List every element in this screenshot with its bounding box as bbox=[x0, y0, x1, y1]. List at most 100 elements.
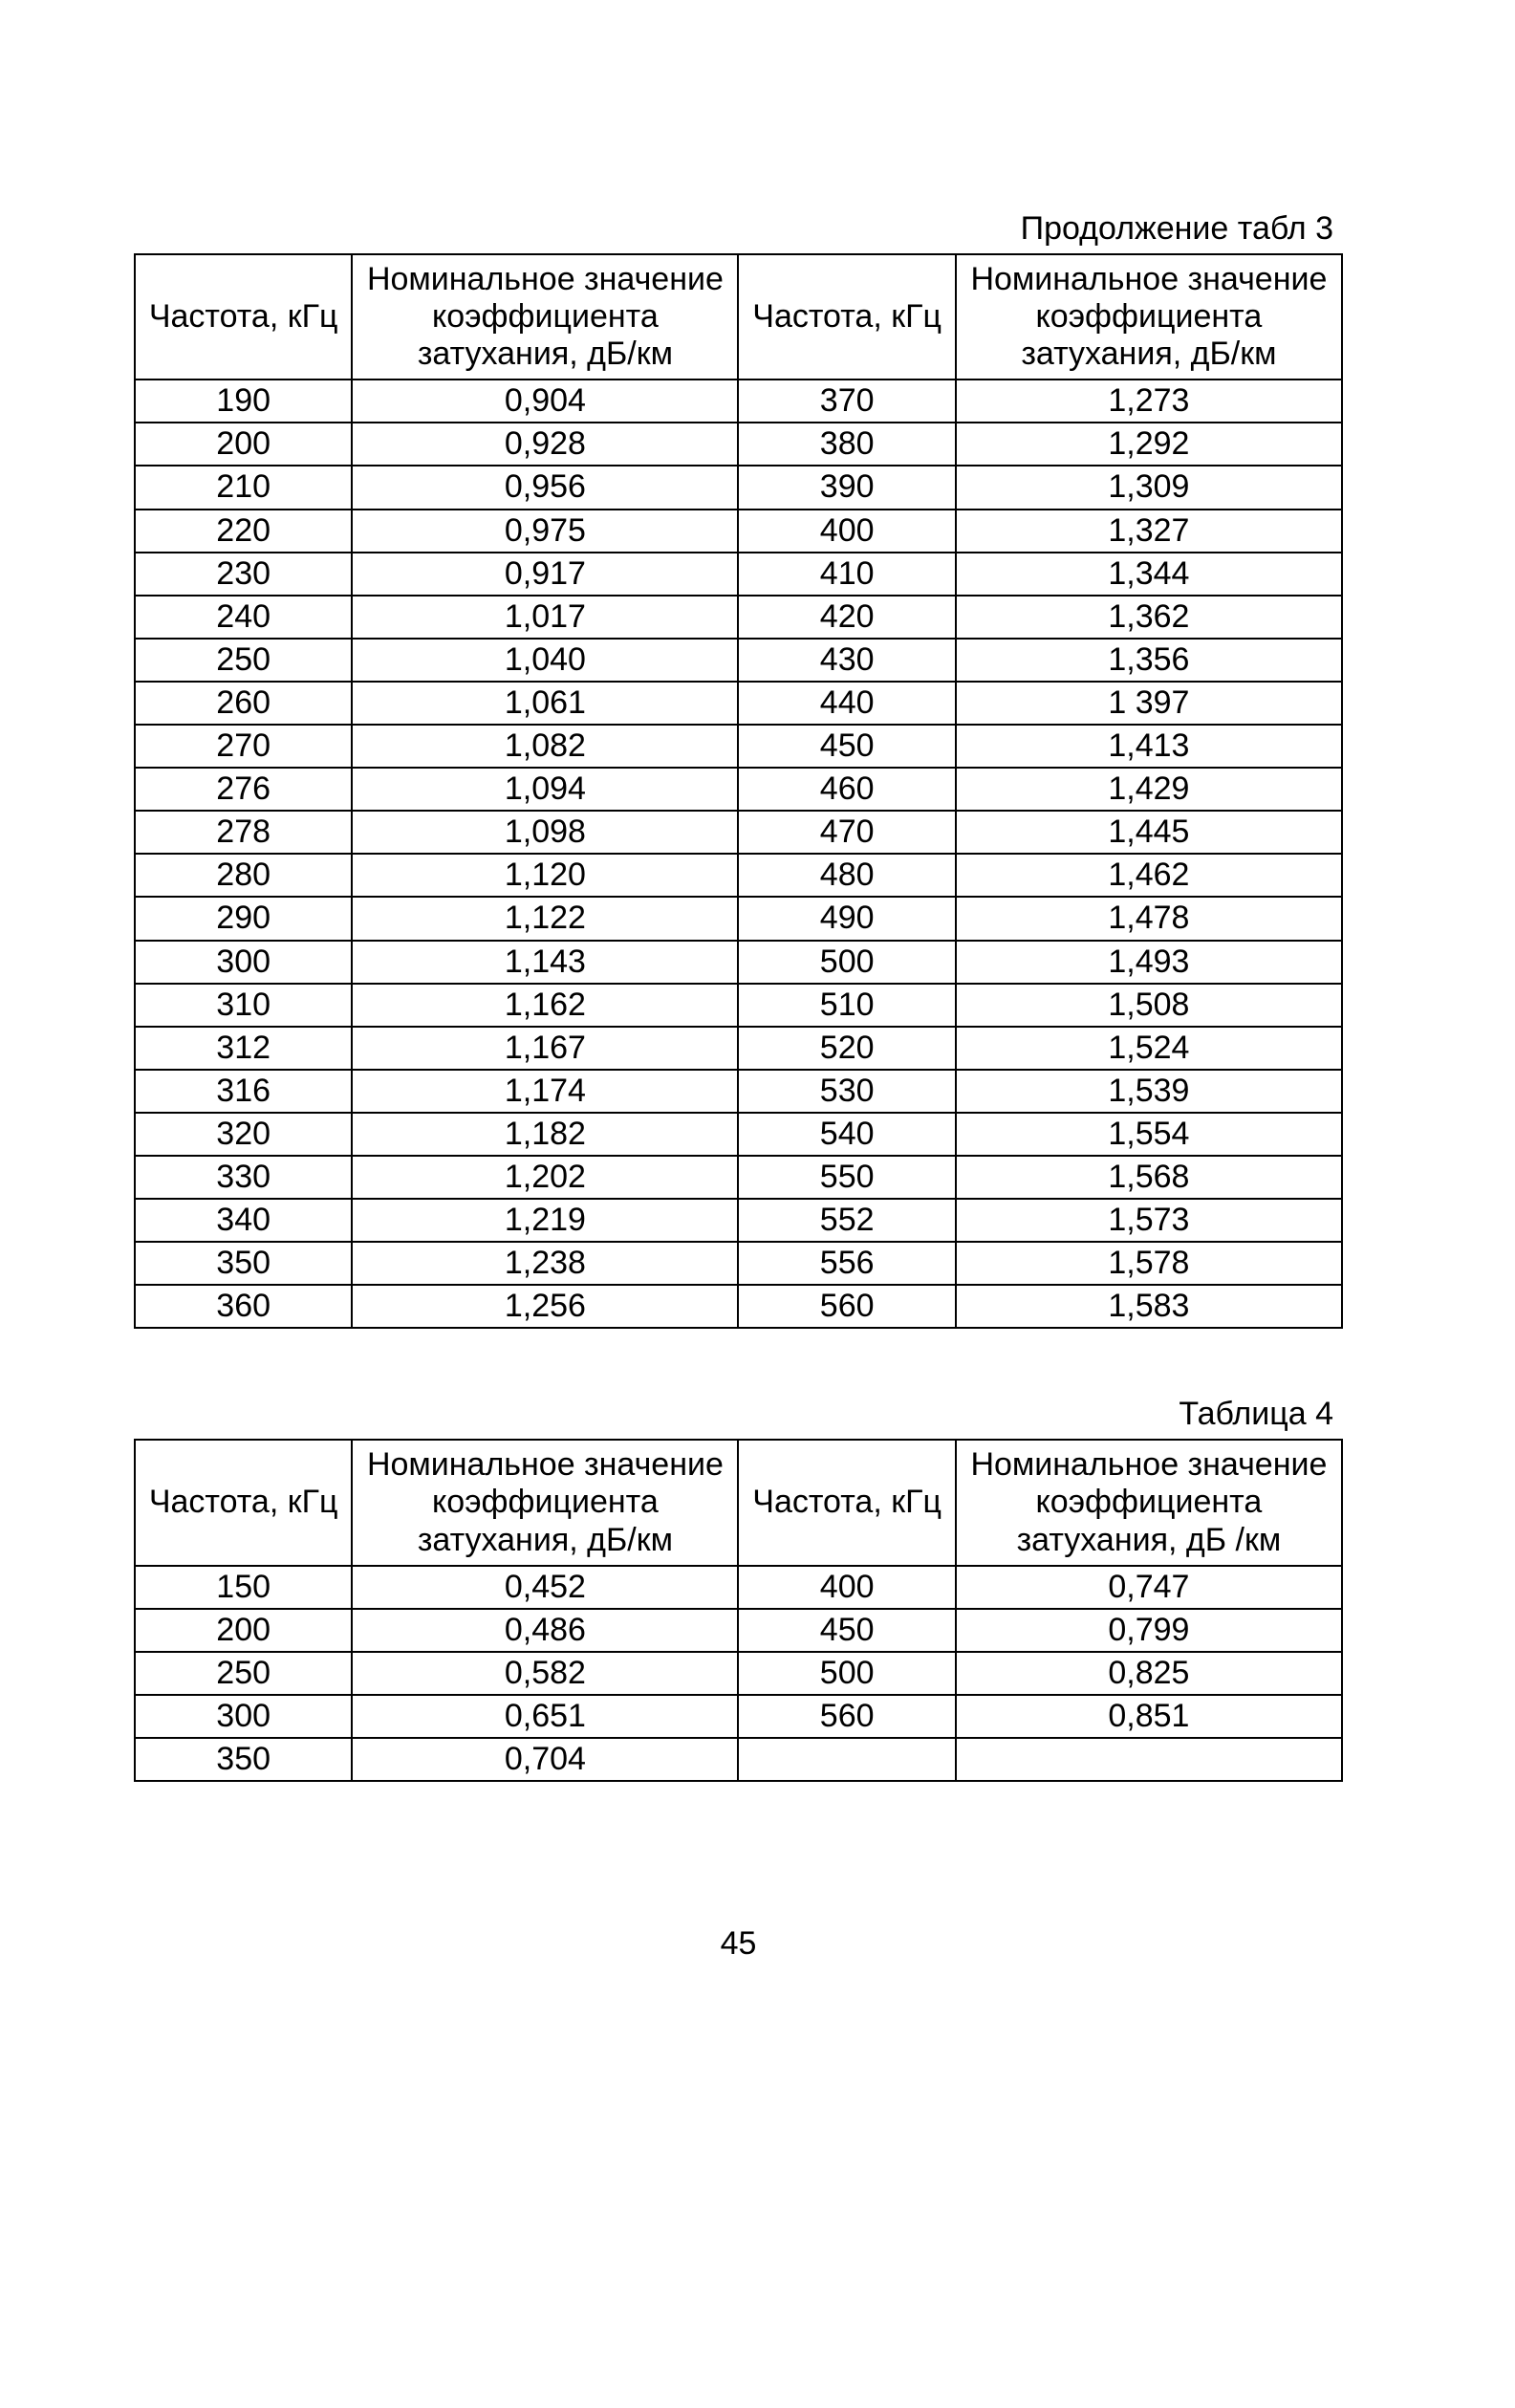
cell-frequency: 190 bbox=[135, 380, 352, 423]
cell-value: 1,017 bbox=[352, 596, 738, 639]
table-row: 2401,0174201,362 bbox=[135, 596, 1342, 639]
cell-value: 0,486 bbox=[352, 1609, 738, 1652]
cell-frequency: 430 bbox=[738, 639, 955, 682]
cell-frequency: 470 bbox=[738, 811, 955, 854]
cell-frequency: 450 bbox=[738, 725, 955, 768]
table-row: 2701,0824501,413 bbox=[135, 725, 1342, 768]
table-row: 2601,0614401 397 bbox=[135, 682, 1342, 725]
table4: Частота, кГц Номинальное значение коэффи… bbox=[134, 1439, 1343, 1782]
cell-value: 1,524 bbox=[956, 1027, 1342, 1070]
cell-value: 1,122 bbox=[352, 897, 738, 940]
cell-frequency: 230 bbox=[135, 553, 352, 596]
cell-frequency: 530 bbox=[738, 1070, 955, 1113]
cell-frequency: 370 bbox=[738, 380, 955, 423]
cell-frequency: 510 bbox=[738, 984, 955, 1027]
cell-frequency: 520 bbox=[738, 1027, 955, 1070]
cell-frequency: 500 bbox=[738, 1652, 955, 1695]
table4-header-value-right: Номинальное значение коэффициента затуха… bbox=[956, 1440, 1342, 1565]
cell-frequency: 280 bbox=[135, 854, 352, 897]
cell-value: 1,356 bbox=[956, 639, 1342, 682]
cell-frequency: 400 bbox=[738, 510, 955, 553]
cell-frequency: 460 bbox=[738, 768, 955, 811]
cell-frequency: 420 bbox=[738, 596, 955, 639]
cell-value: 0,582 bbox=[352, 1652, 738, 1695]
cell-frequency: 270 bbox=[135, 725, 352, 768]
cell-frequency: 250 bbox=[135, 639, 352, 682]
cell-value: 1,344 bbox=[956, 553, 1342, 596]
cell-frequency: 250 bbox=[135, 1652, 352, 1695]
cell-value: 0,825 bbox=[956, 1652, 1342, 1695]
cell-frequency: 552 bbox=[738, 1199, 955, 1242]
table3-header-value-left: Номинальное значение коэффициента затуха… bbox=[352, 254, 738, 380]
cell-value: 1,508 bbox=[956, 984, 1342, 1027]
cell-value: 0,904 bbox=[352, 380, 738, 423]
cell-frequency: 400 bbox=[738, 1566, 955, 1609]
table-row: 2801,1204801,462 bbox=[135, 854, 1342, 897]
cell-frequency: 350 bbox=[135, 1738, 352, 1781]
cell-value: 1,120 bbox=[352, 854, 738, 897]
cell-value: 1,568 bbox=[956, 1156, 1342, 1199]
table-row: 1900,9043701,273 bbox=[135, 380, 1342, 423]
cell-value: 1,362 bbox=[956, 596, 1342, 639]
cell-value: 1,219 bbox=[352, 1199, 738, 1242]
cell-value: 1,478 bbox=[956, 897, 1342, 940]
table-row: 2100,9563901,309 bbox=[135, 466, 1342, 509]
cell-value: 1,202 bbox=[352, 1156, 738, 1199]
cell-value: 1,238 bbox=[352, 1242, 738, 1285]
cell-value: 1,578 bbox=[956, 1242, 1342, 1285]
cell-value: 1,174 bbox=[352, 1070, 738, 1113]
cell-value: 1,462 bbox=[956, 854, 1342, 897]
cell-frequency: 556 bbox=[738, 1242, 955, 1285]
table-row: 2000,9283801,292 bbox=[135, 423, 1342, 466]
page-number: 45 bbox=[134, 1925, 1343, 1963]
cell-value: 1,554 bbox=[956, 1113, 1342, 1156]
cell-frequency: 276 bbox=[135, 768, 352, 811]
cell-frequency: 240 bbox=[135, 596, 352, 639]
cell-frequency: 316 bbox=[135, 1070, 352, 1113]
table3-header-value-right: Номинальное значение коэффициента затуха… bbox=[956, 254, 1342, 380]
cell-frequency: 210 bbox=[135, 466, 352, 509]
cell-frequency: 150 bbox=[135, 1566, 352, 1609]
table-row: 3501,2385561,578 bbox=[135, 1242, 1342, 1285]
cell-value: 1,182 bbox=[352, 1113, 738, 1156]
cell-value: 0,704 bbox=[352, 1738, 738, 1781]
cell-frequency: 390 bbox=[738, 466, 955, 509]
cell-frequency: 290 bbox=[135, 897, 352, 940]
table-row: 2501,0404301,356 bbox=[135, 639, 1342, 682]
table-row: 2300,9174101,344 bbox=[135, 553, 1342, 596]
cell-value: 1,094 bbox=[352, 768, 738, 811]
cell-value bbox=[956, 1738, 1342, 1781]
table4-header-freq-left: Частота, кГц bbox=[135, 1440, 352, 1565]
table-row: 3101,1625101,508 bbox=[135, 984, 1342, 1027]
cell-frequency: 320 bbox=[135, 1113, 352, 1156]
table-row: 2000,4864500,799 bbox=[135, 1609, 1342, 1652]
table3-header-freq-right: Частота, кГц bbox=[738, 254, 955, 380]
cell-value: 1,143 bbox=[352, 941, 738, 984]
cell-frequency: 310 bbox=[135, 984, 352, 1027]
cell-value: 1,327 bbox=[956, 510, 1342, 553]
table-row: 2200,9754001,327 bbox=[135, 510, 1342, 553]
cell-frequency: 490 bbox=[738, 897, 955, 940]
cell-frequency bbox=[738, 1738, 955, 1781]
table-row: 3000,6515600,851 bbox=[135, 1695, 1342, 1738]
table3-caption: Продолжение табл 3 bbox=[134, 210, 1333, 248]
cell-frequency: 560 bbox=[738, 1695, 955, 1738]
cell-frequency: 312 bbox=[135, 1027, 352, 1070]
cell-value: 1,162 bbox=[352, 984, 738, 1027]
cell-frequency: 278 bbox=[135, 811, 352, 854]
cell-value: 1,573 bbox=[956, 1199, 1342, 1242]
cell-value: 1,539 bbox=[956, 1070, 1342, 1113]
cell-frequency: 200 bbox=[135, 423, 352, 466]
table-row: 3500,704 bbox=[135, 1738, 1342, 1781]
cell-frequency: 340 bbox=[135, 1199, 352, 1242]
cell-value: 1,082 bbox=[352, 725, 738, 768]
cell-value: 1,309 bbox=[956, 466, 1342, 509]
table3: Частота, кГц Номинальное значение коэффи… bbox=[134, 253, 1343, 1329]
table3-header-freq-left: Частота, кГц bbox=[135, 254, 352, 380]
cell-value: 1,493 bbox=[956, 941, 1342, 984]
table-row: 3601,2565601,583 bbox=[135, 1285, 1342, 1328]
cell-value: 0,799 bbox=[956, 1609, 1342, 1652]
cell-value: 1,413 bbox=[956, 725, 1342, 768]
cell-frequency: 300 bbox=[135, 1695, 352, 1738]
cell-value: 1 397 bbox=[956, 682, 1342, 725]
